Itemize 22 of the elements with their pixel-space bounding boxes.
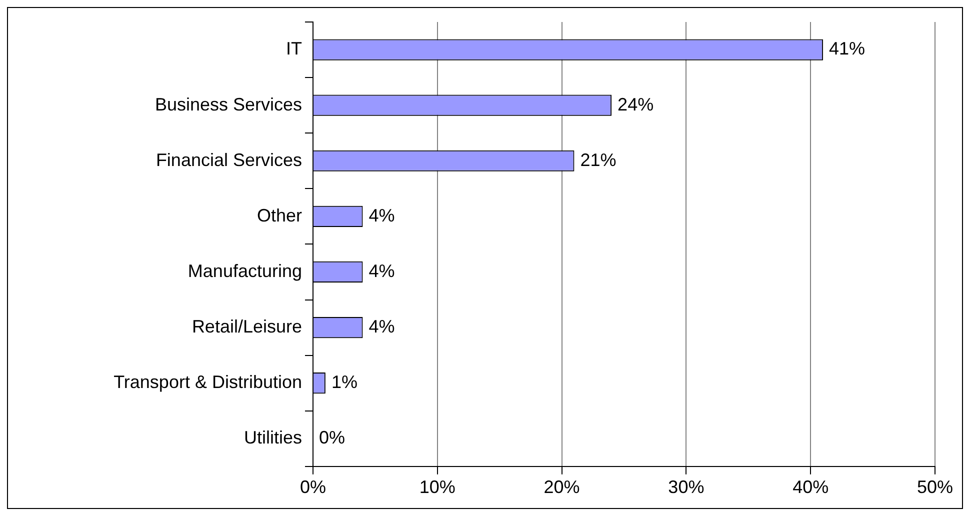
x-tick-label: 30% — [668, 477, 704, 498]
data-label: 4% — [368, 205, 395, 226]
x-tick-label: 20% — [544, 477, 580, 498]
data-label: 0% — [319, 428, 346, 448]
data-label: 4% — [368, 316, 395, 336]
data-label: 24% — [618, 94, 654, 114]
y-tick-label: Utilities — [244, 428, 302, 448]
data-label: 41% — [829, 38, 866, 59]
y-tick-label: Other — [256, 205, 302, 226]
x-tick-label: 40% — [792, 477, 829, 498]
x-tick-label: 10% — [419, 477, 456, 498]
data-label: 21% — [580, 150, 616, 170]
y-tick-label: Financial Services — [156, 150, 302, 170]
y-tick-label: Transport & Distribution — [114, 372, 302, 392]
y-tick-label: Retail/Leisure — [192, 316, 302, 336]
y-tick-label: Manufacturing — [188, 260, 302, 281]
y-tick-label: Business Services — [154, 94, 302, 114]
data-label: 1% — [331, 372, 358, 392]
y-tick-label: IT — [286, 38, 302, 59]
x-tick-label: 0% — [300, 477, 326, 498]
x-tick-label: 50% — [916, 477, 954, 498]
data-label: 4% — [368, 260, 395, 281]
